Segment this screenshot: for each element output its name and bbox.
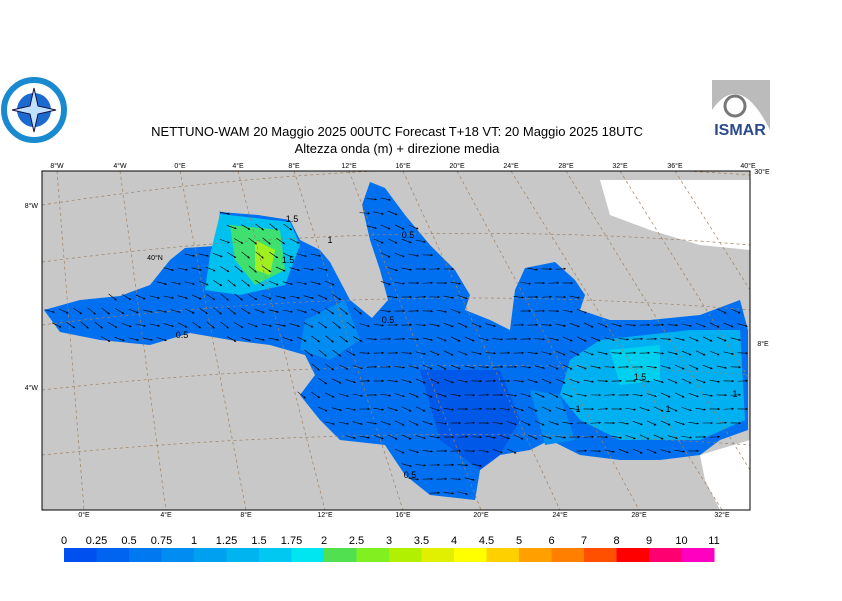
legend-label: 3 [386,535,392,547]
lon-label: 32°E [714,511,730,519]
legend-label: 0.5 [121,535,136,547]
legend-swatch [259,548,292,562]
lat-label: 8°E [757,340,769,348]
legend-swatch [162,548,195,562]
lon-label: 24°E [552,511,568,519]
legend-swatch [292,548,325,562]
contour-label: 1 [665,404,670,414]
legend-label: 2 [321,535,327,547]
legend-swatch [129,548,162,562]
lat-label: 30°E [754,168,770,176]
legend-swatch [649,548,682,562]
lon-label: 32°E [612,162,628,170]
lon-label: 28°E [631,511,647,519]
legend-swatch [389,548,422,562]
legend-label: 1.25 [216,535,237,547]
legend-swatch [357,548,390,562]
legend-swatch [97,548,130,562]
contour-label: 0.5 [402,230,415,240]
contour-label: 1.5 [286,214,299,224]
legend-swatch [682,548,715,562]
legend-swatch [584,548,617,562]
legend-label: 10 [675,535,687,547]
legend-swatch [194,548,227,562]
legend-label: 1.75 [281,535,302,547]
lon-label: 16°E [395,511,411,519]
lon-label: 12°E [317,511,333,519]
logo-right: ISMAR [708,78,772,140]
lon-label: 36°E [667,162,683,170]
lon-label: 20°E [473,511,489,519]
legend-label: 0.75 [151,535,172,547]
logo-left [4,80,64,140]
legend-label: 5 [516,535,522,547]
legend-swatch [422,548,455,562]
lon-label: 0°E [174,162,186,170]
legend-label: 1 [191,535,197,547]
contour-label: 0.5 [176,330,189,340]
legend-swatch [519,548,552,562]
legend-swatch [454,548,487,562]
contour-label: 1 [575,404,580,414]
contour-label: 0.5 [404,470,417,480]
legend-label: 4.5 [479,535,494,547]
lat-label: 8°W [25,202,39,210]
legend-swatch [227,548,260,562]
lon-label: 8°E [288,162,300,170]
legend-label: 11 [708,535,719,547]
contour-label: 1 [732,389,737,399]
lon-label: 8°E [240,511,252,519]
legend-label: 0 [61,535,67,547]
legend-swatch [552,548,585,562]
legend-label: 8 [613,535,619,547]
lon-label: 20°E [449,162,465,170]
lon-label: 4°E [232,162,244,170]
lon-label: 24°E [503,162,519,170]
subtitle: Altezza onda (m) + direzione media [295,141,501,156]
lon-label: 12°E [341,162,357,170]
legend-label: 4 [451,535,457,547]
lat-label: 40°N [147,254,163,262]
lon-label: 8°W [50,162,64,170]
lon-label: 28°E [558,162,574,170]
legend-label: 6 [548,535,554,547]
lon-label: 0°E [78,511,90,519]
legend-label: 2.5 [349,535,364,547]
contour-label: 1.5 [282,255,295,265]
title: NETTUNO-WAM 20 Maggio 2025 00UTC Forecas… [151,124,643,139]
contour-label: 1 [327,235,332,245]
contour-label: 0.5 [382,315,395,325]
legend-label: 7 [581,535,587,547]
lon-label: 4°W [113,162,127,170]
legend-label: 1.5 [251,535,266,547]
lon-label: 16°E [395,162,411,170]
legend-swatch [617,548,650,562]
legend-swatch [324,548,357,562]
contour-label: 1.5 [634,372,647,382]
legend-swatch [487,548,520,562]
legend-swatch [64,548,97,562]
logo-text: ISMAR [714,122,766,139]
lat-label: 4°W [25,384,39,392]
legend-label: 0.25 [86,535,107,547]
lon-label: 4°E [160,511,172,519]
legend-label: 9 [646,535,652,547]
map: 1.5 0.5 1 1.5 0.5 0.5 1 1.5 1 1 0.5 [42,167,750,510]
legend-label: 3.5 [414,535,429,547]
